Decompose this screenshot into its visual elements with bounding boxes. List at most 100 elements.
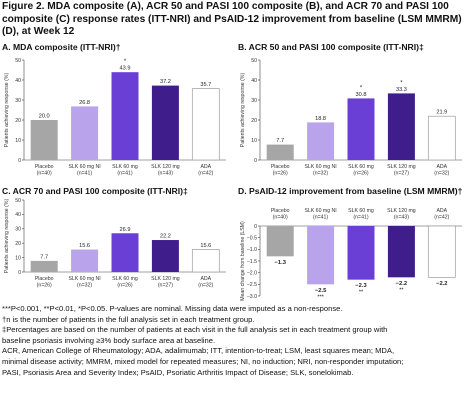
y-tick-label: 30 bbox=[251, 98, 257, 104]
category-label: (n=26) bbox=[353, 171, 368, 177]
category-label: SLK 60 mg bbox=[348, 208, 374, 214]
bar bbox=[151, 240, 179, 272]
data-label: −2.2 bbox=[396, 281, 407, 287]
category-label: ADA bbox=[200, 164, 211, 170]
y-tick-label: 10 bbox=[251, 138, 257, 144]
y-tick-label: 20 bbox=[15, 241, 21, 247]
bar bbox=[427, 115, 456, 161]
data-label: −2.2 bbox=[436, 281, 447, 287]
bar bbox=[30, 260, 58, 272]
panel-b-title: B. ACR 50 and PASI 100 composite (ITT-NR… bbox=[238, 42, 424, 52]
category-label: (n=26) bbox=[273, 171, 288, 177]
category-label: (n=41) bbox=[117, 171, 132, 177]
y-tick-label: 10 bbox=[15, 255, 21, 261]
bar bbox=[30, 120, 58, 160]
y-tick-label: 40 bbox=[15, 212, 21, 218]
category-label: (n=41) bbox=[313, 215, 328, 221]
significance-marker: * bbox=[400, 80, 403, 86]
panel-d-title: D. PsAID-12 improvement from baseline (L… bbox=[238, 186, 463, 196]
category-label: ADA bbox=[200, 276, 211, 282]
data-label: 15.6 bbox=[79, 243, 90, 249]
bar bbox=[71, 106, 99, 160]
bar bbox=[191, 249, 220, 273]
bar bbox=[387, 93, 415, 160]
panel-c-title: C. ACR 70 and PASI 100 composite (ITT-NR… bbox=[2, 186, 188, 196]
category-label: ADA bbox=[436, 208, 447, 214]
bar bbox=[151, 85, 179, 160]
data-label: 35.7 bbox=[200, 82, 211, 88]
data-label: −2.3 bbox=[355, 283, 367, 289]
y-axis-label: Mean change from baseline (LSM) bbox=[240, 221, 246, 301]
category-label: (n=42) bbox=[434, 215, 449, 221]
category-label: SLK 60 mg bbox=[112, 276, 138, 282]
footnote-percentages-cont: baseline psoriasis involving ≥3% body su… bbox=[2, 335, 216, 345]
category-label: (n=32) bbox=[434, 171, 449, 177]
data-label: −1.3 bbox=[274, 260, 286, 266]
footnote-percentages: ‡Percentages are based on the number of … bbox=[2, 325, 388, 335]
y-axis-label: Patients achieving response (%) bbox=[4, 73, 10, 148]
data-label: 21.9 bbox=[436, 110, 447, 116]
category-label: (n=41) bbox=[77, 171, 92, 177]
category-label: (n=40) bbox=[37, 171, 52, 177]
footnote-abbreviations-3: PASI, Psoriasis Area and Severity Index;… bbox=[2, 367, 354, 377]
data-label: 15.6 bbox=[200, 243, 211, 249]
data-label: 7.7 bbox=[276, 138, 284, 144]
panel-b-chart: Patients achieving response (%) 0 10 20 30 40… bbox=[240, 58, 462, 177]
category-label: Placebo bbox=[35, 164, 54, 170]
category-label: (n=32) bbox=[77, 283, 92, 289]
data-label: 20.0 bbox=[39, 114, 50, 120]
footnote-abbreviations-2: minimal disease activity; MMRM, mixed mo… bbox=[2, 356, 404, 366]
bar bbox=[111, 233, 139, 272]
category-label: SLK 120 mg bbox=[151, 276, 180, 282]
bar bbox=[111, 72, 139, 160]
y-tick-label: 40 bbox=[251, 78, 257, 84]
category-label: SLK 60 mg bbox=[112, 164, 138, 170]
category-label: (n=27) bbox=[394, 171, 409, 177]
y-tick-label: 50 bbox=[251, 58, 257, 64]
data-label: 18.8 bbox=[315, 116, 326, 122]
significance-marker: ** bbox=[359, 290, 364, 296]
data-label: −2.5 bbox=[315, 288, 327, 294]
data-label: 33.3 bbox=[396, 87, 407, 93]
data-label: 22.2 bbox=[160, 234, 171, 240]
y-tick-label: −3.0 bbox=[247, 294, 257, 300]
bar bbox=[307, 122, 335, 160]
category-label: (n=43) bbox=[158, 171, 173, 177]
category-label: (n=32) bbox=[313, 171, 328, 177]
data-label: 37.2 bbox=[160, 79, 171, 85]
y-tick-label: −1.5 bbox=[247, 259, 257, 265]
category-label: (n=41) bbox=[353, 215, 368, 221]
footnotes: ***P<0.001, **P<0.01, *P<0.05. P-values … bbox=[2, 304, 472, 378]
data-label: 26.8 bbox=[79, 100, 90, 106]
category-label: (n=40) bbox=[273, 215, 288, 221]
category-label: SLK 120 mg bbox=[387, 208, 416, 214]
data-label: 7.7 bbox=[40, 254, 48, 260]
category-label: (n=42) bbox=[198, 171, 213, 177]
y-tick-label: −2.5 bbox=[247, 282, 257, 288]
panel-d-chart: Mean change from baseline (LSM) 0 −0.5 −1.0… bbox=[240, 208, 462, 301]
footnote-n-definition: †n is the number of patients in the full… bbox=[2, 314, 255, 324]
bar bbox=[387, 226, 415, 278]
category-label: SLK 120 mg bbox=[387, 164, 416, 170]
category-label: SLK 120 mg bbox=[151, 164, 180, 170]
y-tick-label: 0 bbox=[254, 158, 257, 164]
y-tick-label: 0 bbox=[18, 270, 21, 276]
y-tick-label: 50 bbox=[15, 198, 21, 204]
y-tick-label: 20 bbox=[15, 118, 21, 124]
category-label: Placebo bbox=[271, 208, 290, 214]
bar bbox=[266, 144, 294, 160]
data-label: 43.9 bbox=[120, 66, 131, 72]
category-label: (n=26) bbox=[117, 283, 132, 289]
y-tick-label: 10 bbox=[15, 138, 21, 144]
category-label: SLK 60 mg NI bbox=[68, 276, 100, 282]
y-tick-label: 40 bbox=[15, 78, 21, 84]
data-label: 26.9 bbox=[120, 227, 131, 233]
significance-marker: ** bbox=[399, 287, 404, 293]
y-tick-label: 20 bbox=[251, 118, 257, 124]
figure-title: Figure 2. MDA composite (A), ACR 50 and … bbox=[2, 1, 462, 37]
panel-a-title: A. MDA composite (ITT-NRI)† bbox=[2, 42, 121, 52]
bar bbox=[347, 98, 375, 160]
bar bbox=[191, 88, 220, 161]
category-label: (n=26) bbox=[37, 283, 52, 289]
bar bbox=[71, 249, 99, 272]
